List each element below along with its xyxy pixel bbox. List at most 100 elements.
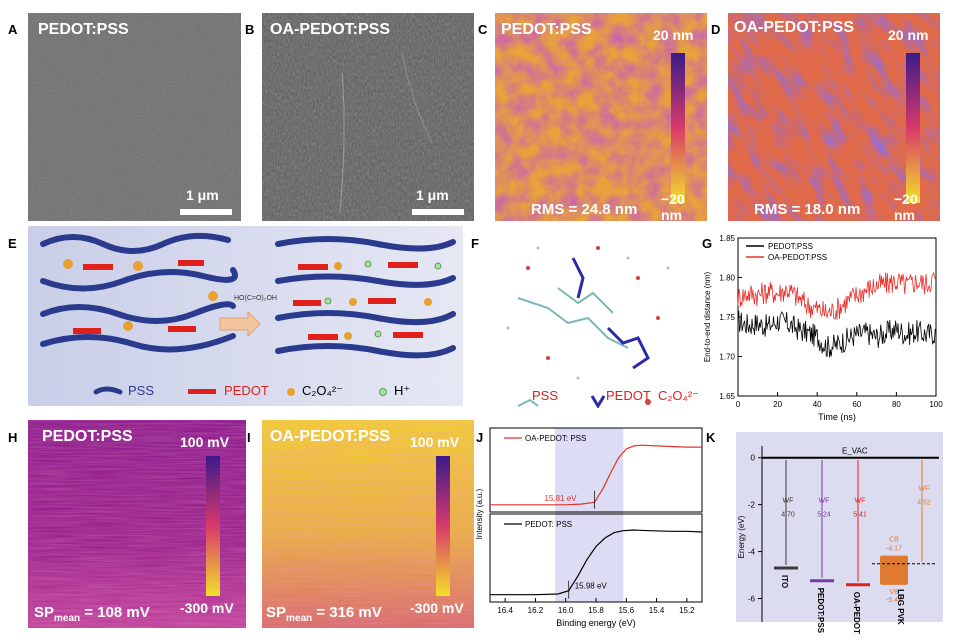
- scale-bar-label: 1 μm: [186, 187, 219, 203]
- sem-texture: [28, 13, 241, 221]
- x-tick-label: 16.0: [558, 606, 574, 615]
- vb-label: VB: [889, 589, 899, 596]
- band-box-3: [880, 555, 908, 585]
- y-tick-label: 1.85: [719, 234, 735, 243]
- pss-chains-right: [275, 236, 456, 359]
- scale-bar-label: 1 μm: [416, 187, 449, 203]
- series-line-1: [737, 271, 936, 320]
- wf-label: WF: [783, 497, 794, 504]
- sp-mean-label: SPmean = 316 mV: [266, 604, 382, 624]
- panel-letter-c: C: [478, 22, 488, 37]
- y-tick-label: -4: [748, 548, 756, 557]
- y-tick-label: 1.65: [719, 392, 735, 401]
- wf-label: WF: [819, 497, 830, 504]
- panel-letter-h: H: [8, 430, 18, 445]
- panel-h-title: PEDOT:PSS: [42, 428, 133, 445]
- y-axis-label: Energy (eV): [737, 515, 746, 558]
- legend-pedot: PEDOT: [224, 383, 269, 398]
- panel-letter-i: I: [247, 430, 251, 445]
- scale-bar: [180, 209, 232, 215]
- wf-value: 4.52: [917, 500, 931, 507]
- onset-label-1: 15.98 eV: [575, 582, 608, 591]
- oxalic-acid-structure: HO(C=O)₂OH: [234, 295, 277, 302]
- panel-letter-f: F: [471, 236, 479, 251]
- vacuum-level-label: E_VAC: [842, 447, 868, 456]
- y-tick-label: -2: [748, 501, 756, 510]
- legend-pss: PSS: [532, 388, 559, 403]
- x-axis-label: Time (ns): [818, 412, 856, 422]
- colorbar-max-label: 20 nm: [653, 27, 694, 43]
- panel-b-title: OA-PEDOT:PSS: [270, 21, 391, 38]
- oxalate-ions: [63, 259, 432, 340]
- vb-value: -5.42: [886, 597, 902, 604]
- x-tick-label: 80: [892, 400, 901, 409]
- legend-c2o4: C₂O₄²⁻: [658, 388, 698, 403]
- panel-d-title: OA-PEDOT:PSS: [734, 19, 855, 36]
- cb-label: CB: [889, 537, 899, 544]
- arrow-icon: [219, 310, 261, 338]
- kpfm-texture: [262, 420, 474, 628]
- panel-letter-j: J: [476, 430, 484, 445]
- kpfm-image-oa-pedot-pss: OA-PEDOT:PSS 100 mV -300 mV SPmean = 316…: [262, 420, 474, 628]
- sem-image-oa-pedot-pss: OA-PEDOT:PSS 1 μm: [262, 13, 474, 221]
- x-tick-label: 15.6: [618, 606, 634, 615]
- sem-texture: [262, 13, 474, 221]
- panel-a-title: PEDOT:PSS: [38, 21, 129, 38]
- colorbar: [436, 456, 450, 596]
- y-tick-label: 0: [751, 454, 756, 463]
- chart-g-end-to-end-distance: 0 20 40 60 80 100 1.65 1.70 1.75 1.80 1.85 Time (ns…: [703, 234, 943, 422]
- legend-label-1: PEDOT: PSS: [525, 520, 572, 529]
- pedot-units: [73, 260, 423, 340]
- wf-label: WF: [919, 486, 930, 493]
- sp-mean-label: SPmean = 108 mV: [34, 604, 150, 624]
- spectrum-line-0: [490, 444, 702, 506]
- colorbar-max-label: 100 mV: [410, 434, 460, 450]
- rms-label: RMS = 24.8 nm: [531, 201, 638, 218]
- proton-dots: [324, 260, 442, 338]
- colorbar: [906, 53, 920, 203]
- y-tick-label: -6: [748, 595, 756, 604]
- legend-pss: PSS: [128, 383, 155, 398]
- wf-value: 5.41: [853, 511, 867, 518]
- series-line-0: [737, 310, 936, 358]
- spectrum-line-1: [490, 529, 703, 596]
- material-label-1: PEDOT:PSS: [816, 588, 825, 634]
- x-tick-label: 16.4: [497, 606, 513, 615]
- colorbar: [671, 53, 685, 203]
- panel-letter-e: E: [8, 236, 17, 251]
- y-tick-label: 1.75: [719, 313, 735, 322]
- x-tick-label: 20: [773, 400, 782, 409]
- colorbar-min-label: −20 nm: [894, 191, 918, 221]
- pss-chains-left: [40, 232, 238, 353]
- legend-label-0: PEDOT:PSS: [768, 242, 813, 251]
- kpfm-texture: [28, 420, 246, 628]
- x-tick-label: 15.2: [679, 606, 695, 615]
- afm-image-oa-pedot-pss: OA-PEDOT:PSS 20 nm −20 nm RMS = 18.0 nm: [728, 13, 940, 221]
- schematic-svg: HO(C=O)₂OH: [40, 232, 456, 396]
- colorbar-max-label: 100 mV: [180, 434, 230, 450]
- material-label-3: LBG PVK: [896, 589, 905, 625]
- panel-letter-a: A: [8, 22, 18, 37]
- panel-letter-b: B: [245, 22, 255, 37]
- x-tick-label: 16.2: [528, 606, 544, 615]
- legend-pedot: PEDOT: [606, 388, 651, 403]
- y-tick-label: 1.80: [719, 274, 735, 283]
- material-label-2: OA-PEDOT:PSS: [852, 592, 861, 634]
- afm-texture: [728, 13, 940, 221]
- chart-k-energy-levels: 0 -2 -4 -6 Energy (eV) E_VAC WF 4.70 ITO WF 5.24 PE…: [736, 432, 943, 634]
- schematic-chain-structure: HO(C=O)₂OH PSS PEDOT C₂O₄²⁻ H⁺: [28, 226, 463, 406]
- x-tick-label: 15.4: [649, 606, 665, 615]
- legend-pss-icon: [517, 398, 539, 407]
- x-axis-label: Binding energy (eV): [556, 618, 636, 628]
- molecule-render: [506, 246, 670, 408]
- x-tick-label: 100: [929, 400, 943, 409]
- legend-pedot-icon: [590, 395, 606, 408]
- y-axis-label: End-to-end distance (nm): [703, 272, 712, 363]
- subplot-frame-0: [489, 427, 703, 513]
- x-tick-label: 60: [852, 400, 861, 409]
- wf-value: 5.24: [817, 511, 831, 518]
- panel-letter-k: K: [706, 430, 716, 445]
- x-tick-label: 40: [813, 400, 822, 409]
- colorbar-min-label: −20 nm: [661, 191, 685, 221]
- chart-j-ups-spectra: 16.4 16.2 16.0 15.8 15.6 15.4 15.2 Binding ener…: [475, 427, 703, 628]
